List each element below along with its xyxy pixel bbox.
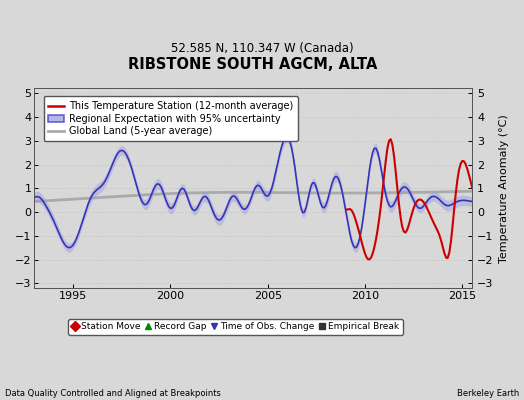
Text: 52.585 N, 110.347 W (Canada): 52.585 N, 110.347 W (Canada)	[171, 42, 353, 55]
Text: Berkeley Earth: Berkeley Earth	[456, 389, 519, 398]
Title: RIBSTONE SOUTH AGCM, ALTA: RIBSTONE SOUTH AGCM, ALTA	[128, 57, 378, 72]
Legend: Station Move, Record Gap, Time of Obs. Change, Empirical Break: Station Move, Record Gap, Time of Obs. C…	[69, 319, 403, 335]
Text: Data Quality Controlled and Aligned at Breakpoints: Data Quality Controlled and Aligned at B…	[5, 389, 221, 398]
Y-axis label: Temperature Anomaly (°C): Temperature Anomaly (°C)	[499, 114, 509, 263]
